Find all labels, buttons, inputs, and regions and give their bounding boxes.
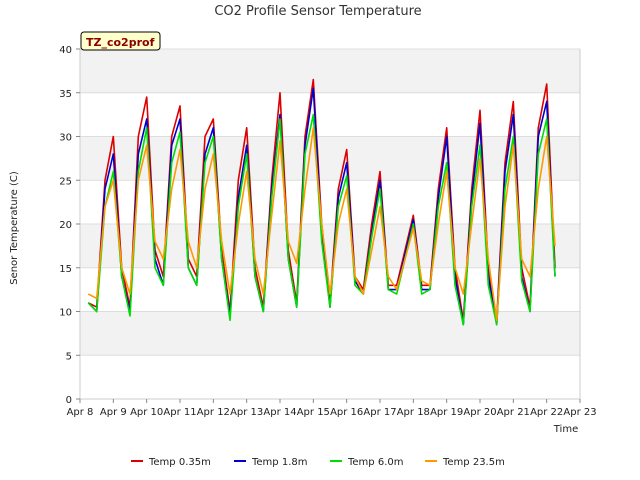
- x-tick-label: Apr 12: [197, 407, 230, 418]
- y-tick-label: 5: [66, 351, 72, 362]
- x-tick-label: Apr 23: [563, 407, 596, 418]
- sensor-tag: TZ_co2prof: [80, 31, 161, 51]
- x-tick-label: Apr 20: [463, 407, 496, 418]
- y-tick-label: 20: [59, 220, 72, 231]
- y-tick-label: 25: [59, 176, 72, 187]
- grid-band: [80, 136, 580, 181]
- series-line-3: [87, 113, 556, 326]
- grid-band: [80, 224, 580, 268]
- legend-item-2: Temp 1.8m: [234, 457, 307, 468]
- y-tick-label: 0: [66, 395, 72, 406]
- x-tick-label: Apr 16: [330, 407, 363, 418]
- x-tick-label: Apr 18: [397, 407, 430, 418]
- legend-item-1: Temp 0.35m: [131, 457, 211, 468]
- x-tick-label: Apr 14: [263, 407, 296, 418]
- y-tick-label: 40: [59, 45, 72, 56]
- y-tick-label: 35: [59, 89, 72, 100]
- y-tick-label: 15: [59, 264, 72, 275]
- x-tick-label: Apr 8: [67, 407, 94, 418]
- x-tick-label: Apr 9: [100, 407, 127, 418]
- y-tick-label: 10: [59, 308, 72, 319]
- legend-label: Temp 6.0m: [347, 457, 403, 468]
- x-tick-label: Apr 21: [497, 407, 530, 418]
- x-tick-label: Apr 22: [530, 407, 563, 418]
- y-axis-label: Senor Temperature (C): [9, 171, 20, 285]
- x-tick-label: Apr 17: [363, 407, 396, 418]
- x-tick-label: Apr 15: [297, 407, 330, 418]
- x-axis-label: Time: [553, 424, 578, 435]
- legend: Temp 0.35m Temp 1.8m Temp 6.0m Temp 23.5m: [131, 457, 505, 468]
- grid-band: [80, 311, 580, 356]
- legend-label: Temp 1.8m: [251, 457, 307, 468]
- legend-label: Temp 23.5m: [442, 457, 505, 468]
- series-line-4: [87, 127, 556, 322]
- x-tick-label: Apr 10: [130, 407, 163, 418]
- y-tick-label: 30: [59, 133, 72, 144]
- grid-band: [80, 49, 580, 93]
- x-tick-label: Apr 11: [163, 407, 196, 418]
- x-tick-label: Apr 13: [230, 407, 263, 418]
- legend-item-4: Temp 23.5m: [425, 457, 505, 468]
- x-tick-label: Apr 19: [430, 407, 463, 418]
- legend-item-3: Temp 6.0m: [330, 457, 403, 468]
- series-layer: [87, 78, 556, 326]
- chart-title: CO2 Profile Sensor Temperature: [214, 4, 421, 19]
- legend-label: Temp 0.35m: [148, 457, 211, 468]
- sensor-tag-box: [80, 31, 161, 51]
- sensor-tag-label: TZ_co2prof: [86, 36, 155, 49]
